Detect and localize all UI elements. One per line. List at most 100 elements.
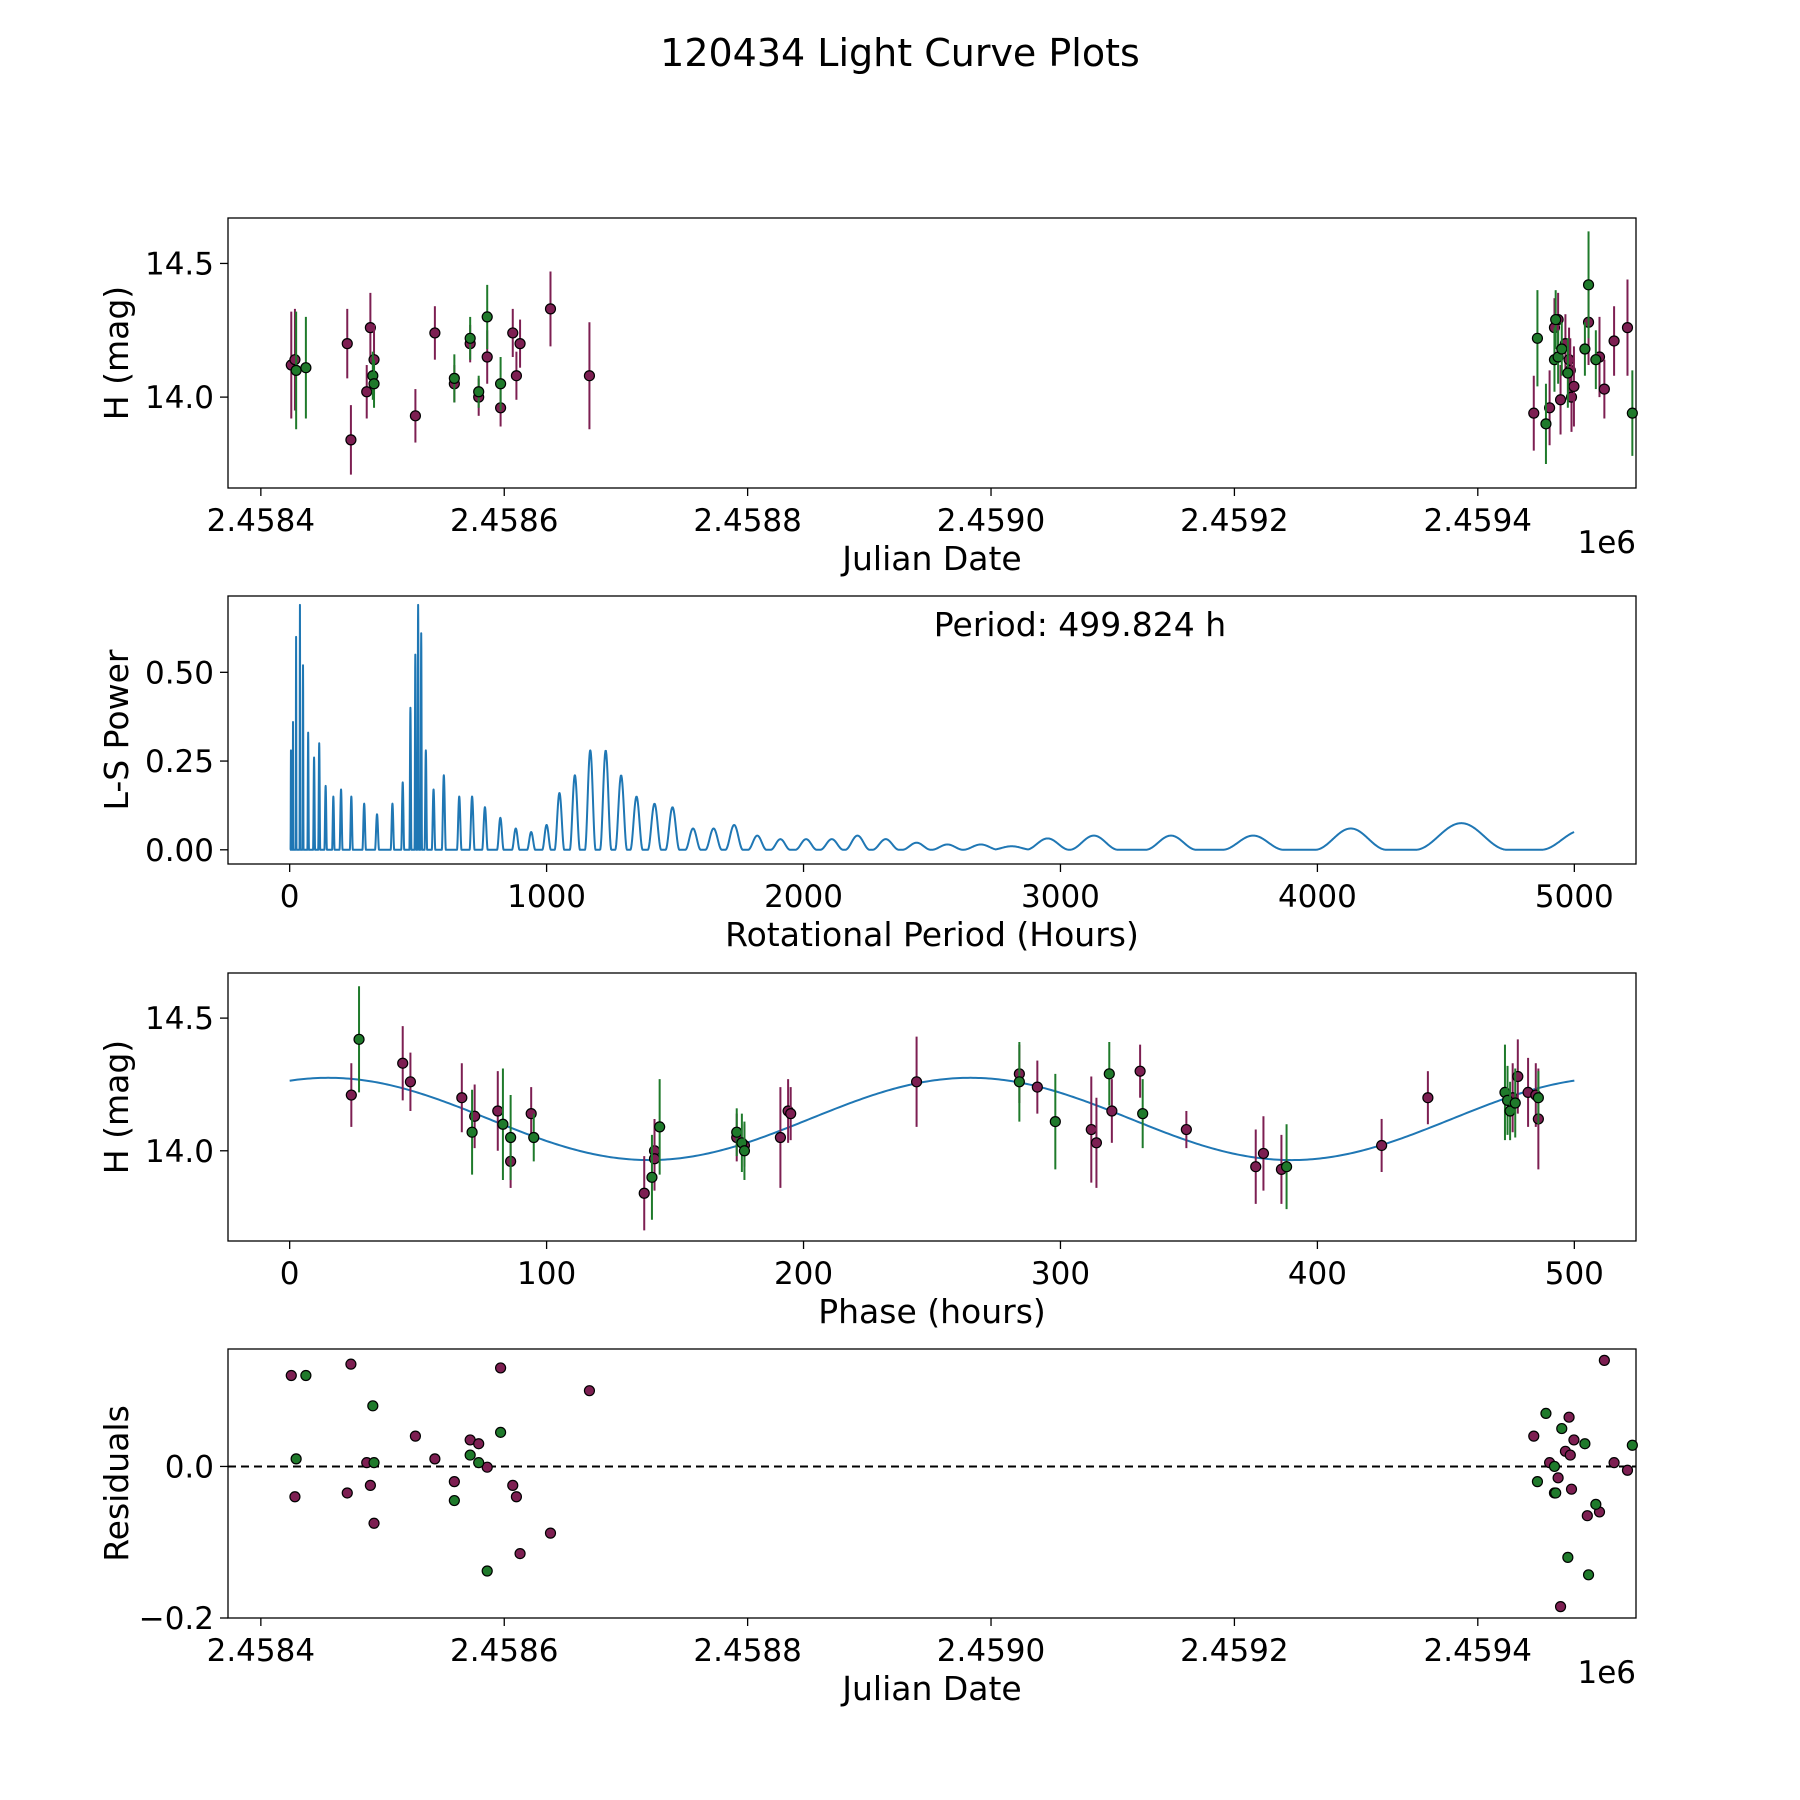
x-tick-label: 500: [1545, 1256, 1604, 1292]
y-axis-label: Residuals: [97, 1405, 136, 1562]
y-tick-label: 0.50: [145, 655, 214, 691]
data-point: [510, 370, 523, 382]
data-point: [367, 1400, 379, 1412]
x-tick-label: 0: [280, 1256, 300, 1292]
data-point: [494, 1426, 507, 1438]
data-point: [1257, 1147, 1270, 1160]
x-tick-label: 0: [280, 879, 300, 915]
data-point: [1134, 1065, 1146, 1077]
axes-frame: [227, 595, 1637, 865]
data-point: [409, 410, 422, 422]
data-point: [289, 354, 301, 366]
data-point: [1509, 1097, 1521, 1109]
x-tick-label: 3000: [1021, 879, 1100, 915]
data-point: [300, 362, 312, 374]
x-tick-label: 2.4588: [693, 1633, 801, 1669]
y-tick-label: 0.25: [145, 744, 214, 780]
data-point: [1581, 1510, 1593, 1522]
data-point: [473, 1438, 485, 1450]
data-point: [1556, 343, 1568, 355]
x-tick-label: 1000: [507, 879, 586, 915]
data-point: [1626, 407, 1638, 419]
data-point: [345, 1089, 357, 1101]
data-point: [1626, 1439, 1638, 1451]
data-point: [404, 1076, 417, 1088]
data-point: [646, 1171, 658, 1183]
data-point: [466, 1126, 478, 1138]
data-point: [1550, 313, 1562, 326]
data-point: [1562, 1551, 1574, 1563]
x-tick-label: 400: [1288, 1256, 1347, 1292]
data-point: [1562, 367, 1574, 379]
data-point: [1531, 332, 1544, 344]
x-axis-label: Julian Date: [840, 539, 1022, 578]
data-point: [1106, 1105, 1118, 1117]
data-point: [481, 351, 493, 363]
x-tick-label: 2.4590: [937, 503, 1045, 539]
data-point: [514, 1547, 526, 1560]
data-point: [1598, 383, 1610, 395]
figure-title: 120434 Light Curve Plots: [660, 31, 1140, 75]
data-point: [364, 1479, 376, 1491]
data-point: [1528, 407, 1540, 419]
y-tick-label: 0.0: [165, 1449, 214, 1485]
y-axis-label: H (mag): [97, 1040, 136, 1174]
data-point: [1564, 1449, 1576, 1461]
data-point: [341, 338, 353, 350]
axes-frame: [227, 217, 1637, 489]
x-tick-label: 5000: [1535, 879, 1614, 915]
data-point: [1540, 1407, 1552, 1420]
x-tick-label: 4000: [1278, 879, 1357, 915]
y-axis-label: H (mag): [97, 286, 136, 420]
x-tick-label: 2.4586: [450, 1633, 558, 1669]
data-point: [1049, 1115, 1061, 1128]
data-point: [429, 1453, 441, 1465]
data-point: [1528, 1430, 1540, 1442]
axes-frame: [227, 972, 1637, 1242]
data-point: [544, 1527, 557, 1539]
periodogram-line: [289, 603, 1575, 851]
data-point: [514, 338, 526, 350]
data-point: [494, 1362, 507, 1374]
data-point: [473, 1457, 485, 1469]
data-point: [448, 1476, 460, 1488]
data-point: [409, 1430, 422, 1442]
data-point: [364, 322, 376, 334]
data-point: [1532, 1092, 1544, 1104]
data-point: [300, 1369, 312, 1382]
period-annotation: Period: 499.824 h: [934, 605, 1226, 644]
data-point: [473, 386, 485, 398]
data-point: [429, 327, 441, 339]
data-point: [1552, 1472, 1564, 1484]
data-point: [1563, 1411, 1575, 1423]
x-tick-label: 2.4592: [1180, 503, 1288, 539]
residuals-panel: 2.4584 2.4586 2.4588 2.4590 2.4592 2.4594 −0.2…: [97, 1348, 1638, 1708]
data-point: [1090, 1137, 1103, 1149]
data-point: [1554, 394, 1567, 406]
lightcurve-panel: 2.4584 2.4586 2.4588 2.4590 2.4592 2.4594 14.0…: [97, 217, 1638, 578]
data-point: [1598, 1354, 1610, 1366]
x-tick-label: 2.4594: [1424, 1633, 1532, 1669]
y-axis-label: L-S Power: [97, 649, 136, 810]
data-point: [785, 1108, 797, 1120]
data-point: [510, 1491, 523, 1503]
data-point: [1590, 354, 1602, 366]
data-point: [507, 327, 519, 339]
data-point: [368, 1457, 380, 1469]
data-point: [464, 1449, 476, 1461]
axes-frame: [227, 1348, 1637, 1619]
data-point: [1590, 1498, 1602, 1510]
data-point: [492, 1105, 504, 1117]
data-point: [731, 1126, 743, 1138]
x-tick-label: 2.4586: [450, 503, 558, 539]
y-tick-label: 14.0: [145, 380, 214, 416]
x-tick-label: 2000: [764, 879, 843, 915]
data-point: [583, 1385, 596, 1397]
data-point: [1608, 1457, 1620, 1469]
data-point: [1621, 1464, 1634, 1476]
y-tick-label: 0.00: [145, 833, 214, 869]
data-point: [1550, 1487, 1562, 1499]
data-point: [456, 1092, 468, 1104]
y-tick-label: 14.5: [145, 246, 214, 282]
